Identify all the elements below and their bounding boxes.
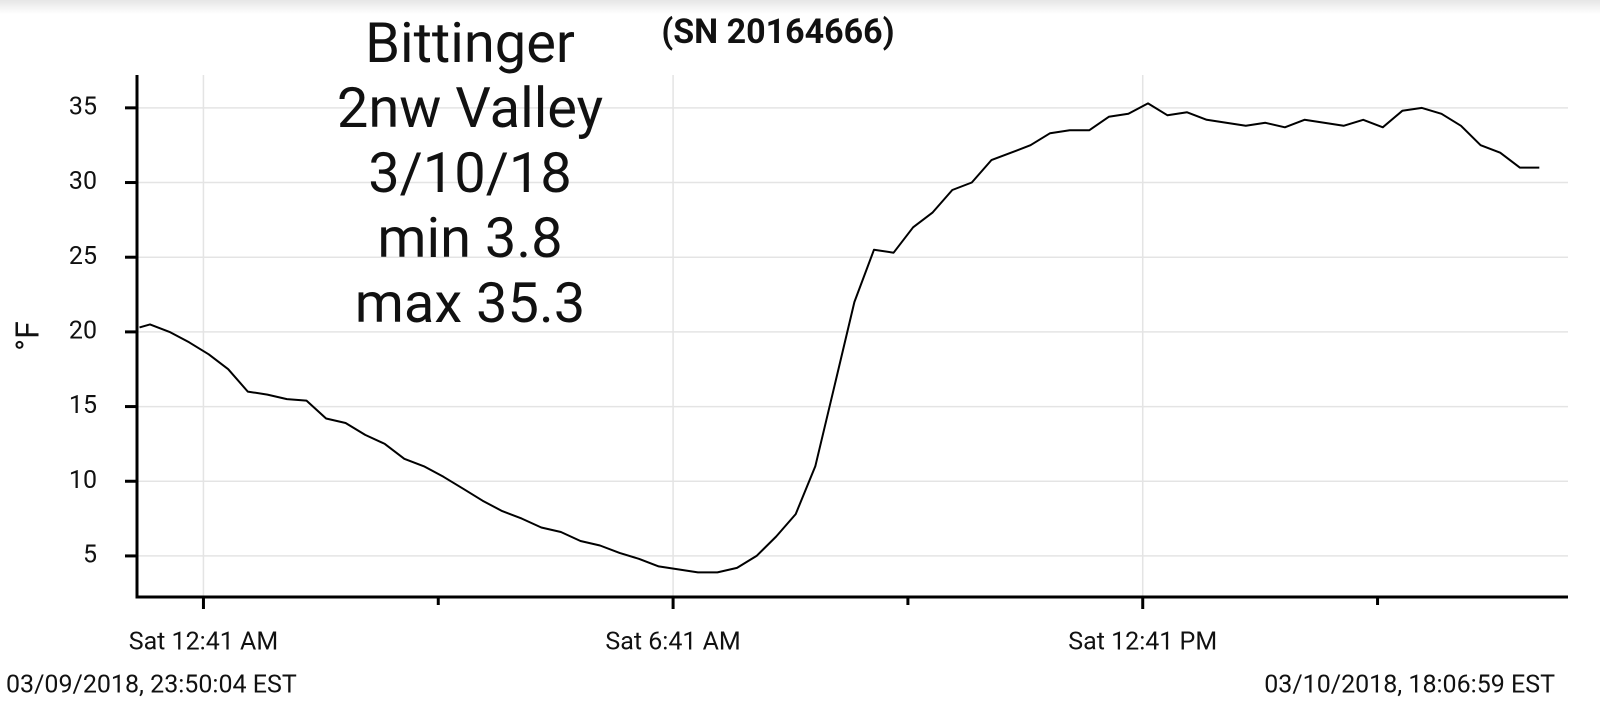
x-tick-label: Sat 12:41 AM — [129, 628, 278, 657]
y-tick-label: 35 — [69, 92, 97, 121]
x-tick-label: Sat 12:41 PM — [1068, 628, 1217, 657]
x-tick-label: Sat 6:41 AM — [605, 628, 740, 657]
annotation-line: min 3.8 — [377, 205, 562, 271]
y-tick-label: 25 — [69, 242, 97, 271]
y-tick-label: 10 — [69, 466, 97, 495]
y-axis-label: °F — [8, 321, 46, 351]
annotation-line: max 35.3 — [355, 270, 585, 336]
annotation-line: Bittinger — [365, 10, 575, 76]
start-time: 03/09/2018, 23:50:04 EST — [6, 671, 297, 700]
annotation-line: 2nw Valley — [337, 75, 603, 141]
y-tick-label: 20 — [69, 317, 97, 346]
y-tick-label: 30 — [69, 167, 97, 196]
end-time: 03/10/2018, 18:06:59 EST — [1264, 671, 1555, 700]
top-shade — [0, 0, 1600, 14]
y-tick-label: 15 — [69, 391, 97, 420]
y-tick-label: 5 — [83, 541, 97, 570]
annotation-line: 3/10/18 — [368, 140, 572, 206]
temperature-line — [139, 102, 1540, 574]
chart-title: (SN 20164666) — [661, 12, 894, 52]
